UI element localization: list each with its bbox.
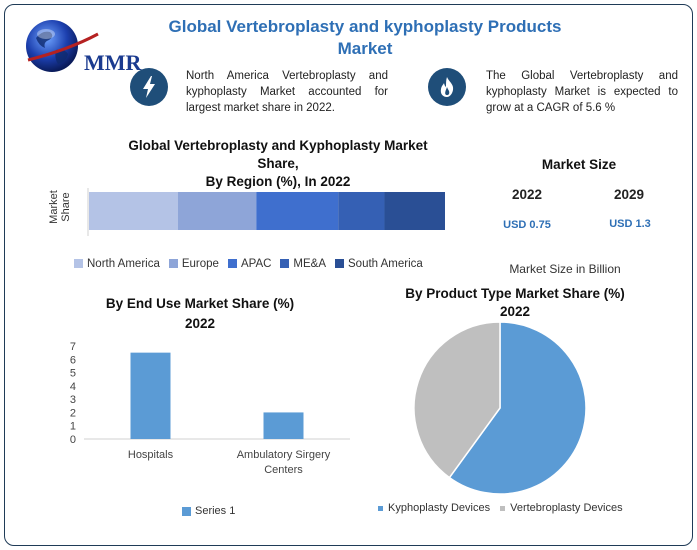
legend-label-kyphoplasty-devices: Kyphoplasty Devices: [388, 502, 491, 514]
region-chart-title: Global Vertebroplasty and Kyphoplasty Ma…: [110, 137, 446, 191]
region-bar-segment-north-america: [89, 192, 178, 230]
legend-label-europe: Europe: [181, 257, 219, 270]
product-type-chart-title-line: By Product Type Market Share (%): [405, 286, 625, 301]
legend-swatch-series-1: [182, 506, 191, 516]
page-title: Global Vertebroplasty and kyphoplasty Pr…: [168, 17, 562, 58]
market-size-caption: Market Size in Billion: [509, 262, 621, 276]
callout-north-america: North America Vertebroplasty and kyphopl…: [186, 70, 388, 114]
callout-cagr: The Global Vertebroplasty and kyphoplast…: [486, 70, 678, 114]
legend-label-vertebroplasty-devices: Vertebroplasty Devices: [510, 502, 623, 514]
bar-ambulatory-sirgery-centers: [263, 412, 304, 439]
legend-marker-kyphoplasty-devices: [378, 505, 383, 511]
legend-item-north-america: North America: [74, 258, 160, 270]
legend-label-north-america: North America: [87, 257, 160, 270]
legend-swatch-mea: [280, 259, 290, 268]
legend-label-south-america: South America: [348, 257, 423, 270]
market-size-title: Market Size: [541, 157, 617, 172]
y-tick-label: 5: [70, 368, 76, 380]
market-value-2029: USD 1.3: [609, 218, 651, 230]
legend-marker-vertebroplasty-devices: [500, 505, 506, 511]
pie-slice-kyphoplasty-devices: [448, 321, 587, 495]
region-chart-title-line: Global Vertebroplasty and Kyphoplasty Ma…: [128, 138, 428, 153]
legend-item-apac: APAC: [227, 257, 272, 270]
legend-swatch-north-america: [74, 259, 83, 268]
legend-item-mea: ME&A: [280, 258, 326, 270]
market-year-2022: 2022: [511, 187, 543, 202]
legend-item-kyphoplasty-devices: Kyphoplasty Devices: [378, 502, 490, 514]
end-use-legend: Series 1: [182, 505, 235, 517]
y-tick-label: 0: [70, 434, 76, 446]
region-bar-segment-mea: [338, 192, 385, 230]
region-y-axis-label: Market Share: [48, 190, 72, 224]
region-stacked-bar: [87, 188, 445, 236]
x-category-label: Hospitals: [128, 449, 174, 461]
flame-icon: [428, 68, 466, 106]
legend-label-series-1: Series 1: [195, 505, 236, 517]
legend-swatch-apac: [227, 259, 237, 268]
region-bar-segment-europe: [178, 192, 257, 230]
market-value-2022: USD 0.75: [503, 219, 551, 231]
x-category-label: Centers: [264, 464, 303, 476]
region-chart-title-line: By Region (%), In 2022: [205, 174, 351, 189]
region-chart-title-line: Share,: [257, 156, 299, 171]
region-legend: North America Europe APAC ME&A South America: [74, 255, 459, 273]
product-type-chart-title-line: 2022: [499, 304, 531, 319]
product-type-pie-chart: [413, 321, 587, 495]
legend-swatch-europe: [168, 259, 178, 268]
product-type-chart-title: By Product Type Market Share (%) 2022: [385, 285, 645, 321]
y-tick-label: 7: [70, 341, 76, 353]
legend-swatch-south-america: [335, 259, 345, 268]
y-tick-label: 3: [70, 394, 76, 406]
lightning-icon: [130, 68, 168, 106]
legend-label-mea: ME&A: [293, 257, 327, 270]
pie-slice-vertebroplasty-devices: [413, 321, 501, 479]
region-bar-segment-apac: [256, 192, 339, 230]
market-year-2029: 2029: [613, 187, 645, 202]
y-tick-label: 2: [70, 407, 76, 419]
legend-item-vertebroplasty-devices: Vertebroplasty Devices: [500, 502, 623, 514]
y-tick-label: 4: [70, 381, 76, 393]
legend-item-south-america: South America: [335, 258, 423, 270]
x-category-label: Ambulatory Sirgery: [237, 449, 331, 461]
mmr-logo: MMR: [22, 14, 152, 84]
product-type-legend: Kyphoplasty Devices Vertebroplasty Device…: [378, 502, 638, 514]
end-use-chart-title: By End Use Market Share (%) 2022: [80, 295, 320, 333]
legend-item-europe: Europe: [168, 257, 219, 270]
end-use-chart-title-line: By End Use Market Share (%): [105, 296, 295, 311]
y-tick-label: 1: [70, 421, 76, 433]
logo-text: MMR: [84, 50, 143, 75]
region-bar-segment-south-america: [384, 192, 445, 230]
legend-label-apac: APAC: [240, 257, 272, 270]
infographic-frame: [4, 4, 693, 546]
end-use-chart-title-line: 2022: [184, 316, 216, 331]
y-tick-label: 6: [70, 354, 76, 366]
bar-hospitals: [130, 352, 171, 439]
